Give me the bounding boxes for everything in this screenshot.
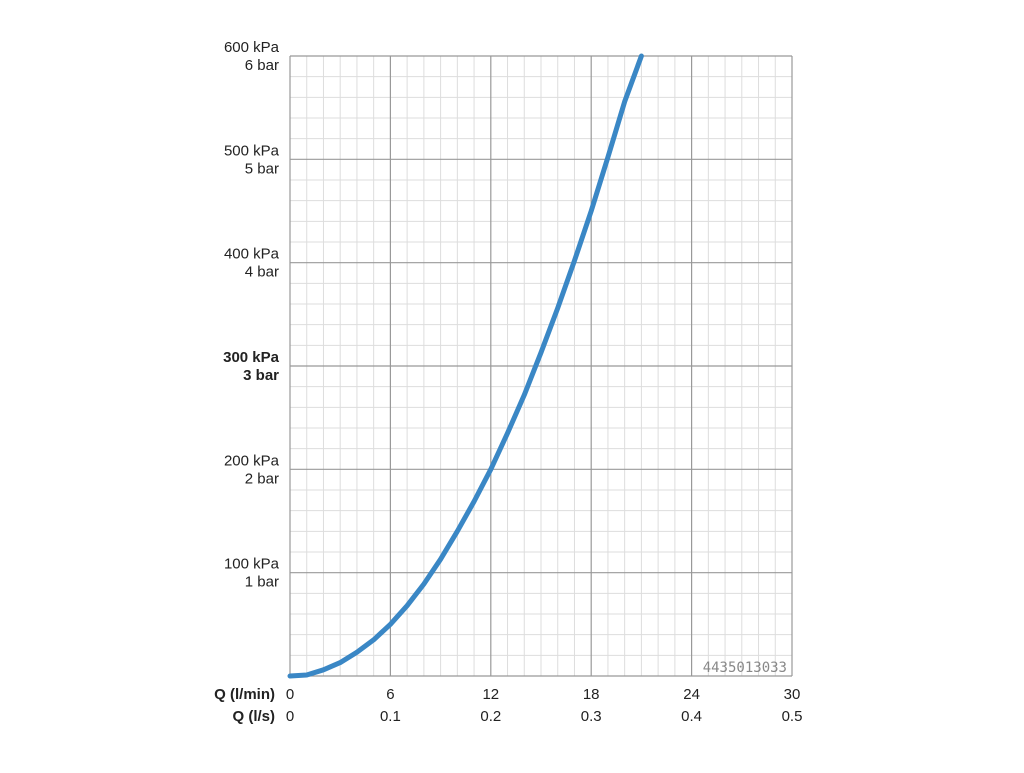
- x-tick-label: 0.4: [681, 708, 702, 725]
- x-tick-label: 12: [482, 686, 499, 703]
- y-tick-label-bar: 4 bar: [245, 264, 279, 281]
- x-axis-labels: Q (l/min) 0 6 12 18 24 30 Q (l/s) 0 0.1 0.2 0.3 0.4 0…: [214, 686, 802, 725]
- x-tick-label: 18: [583, 686, 600, 703]
- x-tick-label: 30: [784, 686, 801, 703]
- x-tick-label: 24: [683, 686, 700, 703]
- x-tick-label: 0.1: [380, 708, 401, 725]
- x-tick-label: 0.3: [581, 708, 602, 725]
- y-tick-label-kpa: 500 kPa: [224, 142, 280, 159]
- grid: [289, 55, 793, 677]
- y-tick-label-kpa: 300 kPa: [223, 349, 280, 366]
- x-axis-title: Q (l/s): [232, 708, 275, 725]
- x-tick-label: 0.2: [480, 708, 501, 725]
- x-tick-label: 6: [386, 686, 394, 703]
- x-tick-label: 0.5: [782, 708, 803, 725]
- y-tick-label-bar: 3 bar: [243, 367, 279, 384]
- pressure-curve: [287, 53, 644, 679]
- y-tick-label-bar: 2 bar: [245, 470, 279, 487]
- x-axis-title: Q (l/min): [214, 686, 275, 703]
- y-tick-label-bar: 1 bar: [245, 574, 279, 591]
- y-tick-label-kpa: 600 kPa: [224, 39, 280, 56]
- x-tick-label: 0: [286, 708, 294, 725]
- y-tick-label-kpa: 100 kPa: [224, 556, 280, 573]
- y-tick-label-kpa: 200 kPa: [224, 452, 280, 469]
- x-tick-label: 0: [286, 686, 294, 703]
- y-tick-label-bar: 6 bar: [245, 57, 279, 74]
- y-tick-label-bar: 5 bar: [245, 160, 279, 177]
- curve-layer: [287, 53, 644, 679]
- y-tick-label-kpa: 400 kPa: [224, 246, 280, 263]
- product-code-annotation: 4435013033: [703, 660, 787, 676]
